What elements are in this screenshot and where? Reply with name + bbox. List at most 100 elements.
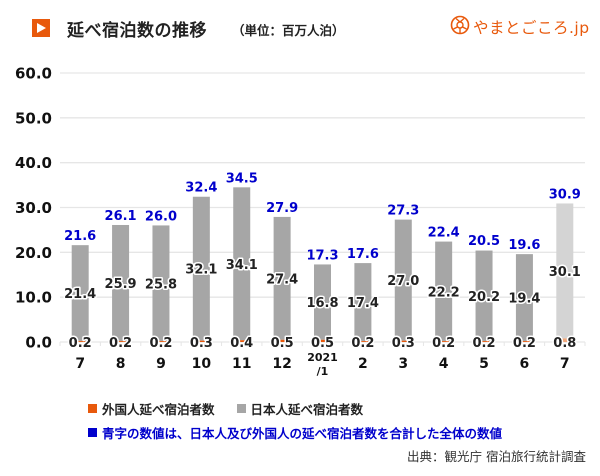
bar-foreign xyxy=(192,340,210,342)
yamatogokoro-logo-icon xyxy=(450,15,470,39)
data-label-foreign: 0.2 xyxy=(149,336,172,351)
data-label-foreign: 0.2 xyxy=(351,336,374,351)
legend: 外国人延べ宿泊者数 日本人延べ宿泊者数 xyxy=(88,399,363,418)
data-label-foreign: 0.5 xyxy=(271,336,294,351)
x-tick-label: 11 xyxy=(232,356,251,372)
x-tick-label: 8 xyxy=(116,356,126,372)
legend-label-foreign: 外国人延べ宿泊者数 xyxy=(102,402,215,417)
data-label-foreign: 0.2 xyxy=(513,336,536,351)
bar-japanese xyxy=(71,245,89,342)
x-tick-label: 7 xyxy=(560,356,570,372)
data-label-total: 20.5 xyxy=(468,234,500,249)
data-label-foreign: 0.3 xyxy=(190,336,213,351)
y-tick-label: 20.0 xyxy=(15,244,52,262)
data-label-total: 26.1 xyxy=(105,209,137,224)
data-label-total: 30.9 xyxy=(549,187,581,202)
bar-foreign xyxy=(71,341,89,342)
legend-note-text: 青字の数値は、日本人及び外国人の延べ宿泊者数を合計した全体の数値 xyxy=(102,426,503,441)
x-tick-label: 2021 xyxy=(307,351,338,364)
data-label-foreign: 0.2 xyxy=(69,336,92,351)
bar-foreign xyxy=(556,338,574,342)
bar-japanese xyxy=(112,224,130,342)
data-label-foreign: 0.2 xyxy=(432,336,455,351)
bar-japanese xyxy=(233,187,251,341)
data-label-total: 34.5 xyxy=(226,171,258,186)
legend-item-japanese: 日本人延べ宿泊者数 xyxy=(236,399,364,418)
data-label-japanese: 25.9 xyxy=(105,277,137,292)
x-tick-label: 2 xyxy=(358,356,368,372)
source-note: 出典：観光庁 宿泊旅行統計調査 xyxy=(407,449,586,464)
bar-foreign xyxy=(354,341,372,342)
data-label-foreign: 0.8 xyxy=(553,336,576,351)
chart-unit: （単位：百万人泊） xyxy=(232,23,345,38)
data-label-japanese: 27.4 xyxy=(266,272,298,287)
data-label-total: 17.6 xyxy=(347,247,379,262)
x-tick-label: 7 xyxy=(75,356,85,372)
data-label-japanese: 27.0 xyxy=(387,274,419,289)
logo[interactable]: やまとごころ.jp xyxy=(450,15,590,39)
data-label-japanese: 30.1 xyxy=(549,265,581,280)
bar-japanese xyxy=(314,264,331,340)
data-label-japanese: 25.8 xyxy=(145,277,177,292)
data-label-japanese: 21.4 xyxy=(64,287,96,302)
y-tick-label: 60.0 xyxy=(15,65,52,83)
legend-label-japanese: 日本人延べ宿泊者数 xyxy=(250,402,364,417)
data-label-japanese: 19.4 xyxy=(508,292,540,307)
data-label-japanese: 20.2 xyxy=(468,290,500,305)
bar-foreign xyxy=(435,341,453,342)
data-label-total: 22.4 xyxy=(428,226,460,241)
bar-japanese xyxy=(475,250,493,342)
bar-foreign xyxy=(394,340,412,342)
y-tick-label: 50.0 xyxy=(15,109,52,127)
bar-foreign xyxy=(152,341,170,342)
bar-foreign xyxy=(314,339,331,342)
data-label-total: 17.3 xyxy=(306,248,338,263)
x-tick-label: 3 xyxy=(398,356,408,372)
data-label-foreign: 0.2 xyxy=(109,336,132,351)
data-label-foreign: 0.2 xyxy=(473,336,496,351)
bar-japanese xyxy=(354,263,372,342)
bar-japanese xyxy=(394,219,412,341)
x-tick-label: /1 xyxy=(317,365,329,378)
bar-chart: 0.0 10.0 20.0 30.0 40.0 50.0 60.0 21.4 0.2 21.6 7 2… xyxy=(15,65,586,378)
bar-japanese xyxy=(435,241,453,342)
chart-title: 延べ宿泊数の推移 xyxy=(67,21,207,41)
y-tick-label: 30.0 xyxy=(15,199,52,217)
data-label-foreign: 0.4 xyxy=(230,336,253,351)
data-label-total: 27.9 xyxy=(266,201,298,216)
bar-foreign xyxy=(475,341,493,342)
data-label-total: 32.4 xyxy=(185,181,217,196)
data-label-japanese: 34.1 xyxy=(226,258,258,273)
data-label-japanese: 16.8 xyxy=(306,296,338,311)
bar-japanese xyxy=(192,196,210,341)
bar-japanese xyxy=(515,254,533,342)
bar-foreign xyxy=(233,340,251,342)
data-label-foreign: 0.5 xyxy=(311,336,334,351)
bar-foreign xyxy=(112,341,130,342)
data-label-japanese: 32.1 xyxy=(185,263,217,278)
data-label-japanese: 17.4 xyxy=(347,296,379,311)
data-label-total: 21.6 xyxy=(64,229,96,244)
data-label-total: 27.3 xyxy=(387,204,419,219)
data-label-total: 19.6 xyxy=(508,238,540,253)
legend-note: 青字の数値は、日本人及び外国人の延べ宿泊者数を合計した全体の数値 xyxy=(88,423,502,442)
legend-swatch-japanese xyxy=(236,404,246,413)
bar-japanese xyxy=(273,216,291,340)
play-triangle-icon xyxy=(32,19,50,37)
x-tick-label: 5 xyxy=(479,356,489,372)
legend-swatch-foreign xyxy=(88,404,97,413)
data-label-foreign: 0.3 xyxy=(392,336,415,351)
legend-swatch-total xyxy=(88,428,97,437)
bar-foreign xyxy=(515,341,533,342)
x-tick-label: 6 xyxy=(520,356,530,372)
y-tick-label: 0.0 xyxy=(25,334,52,352)
x-tick-label: 12 xyxy=(272,356,291,372)
data-label-total: 26.0 xyxy=(145,209,177,224)
x-tick-label: 10 xyxy=(192,356,212,372)
legend-item-foreign: 外国人延べ宿泊者数 xyxy=(88,399,215,418)
bar-japanese xyxy=(556,203,574,339)
bar-japanese xyxy=(152,225,170,342)
logo-text: やまとごころ.jp xyxy=(473,19,590,37)
x-tick-label: 4 xyxy=(439,356,449,372)
y-tick-label: 10.0 xyxy=(15,289,52,307)
